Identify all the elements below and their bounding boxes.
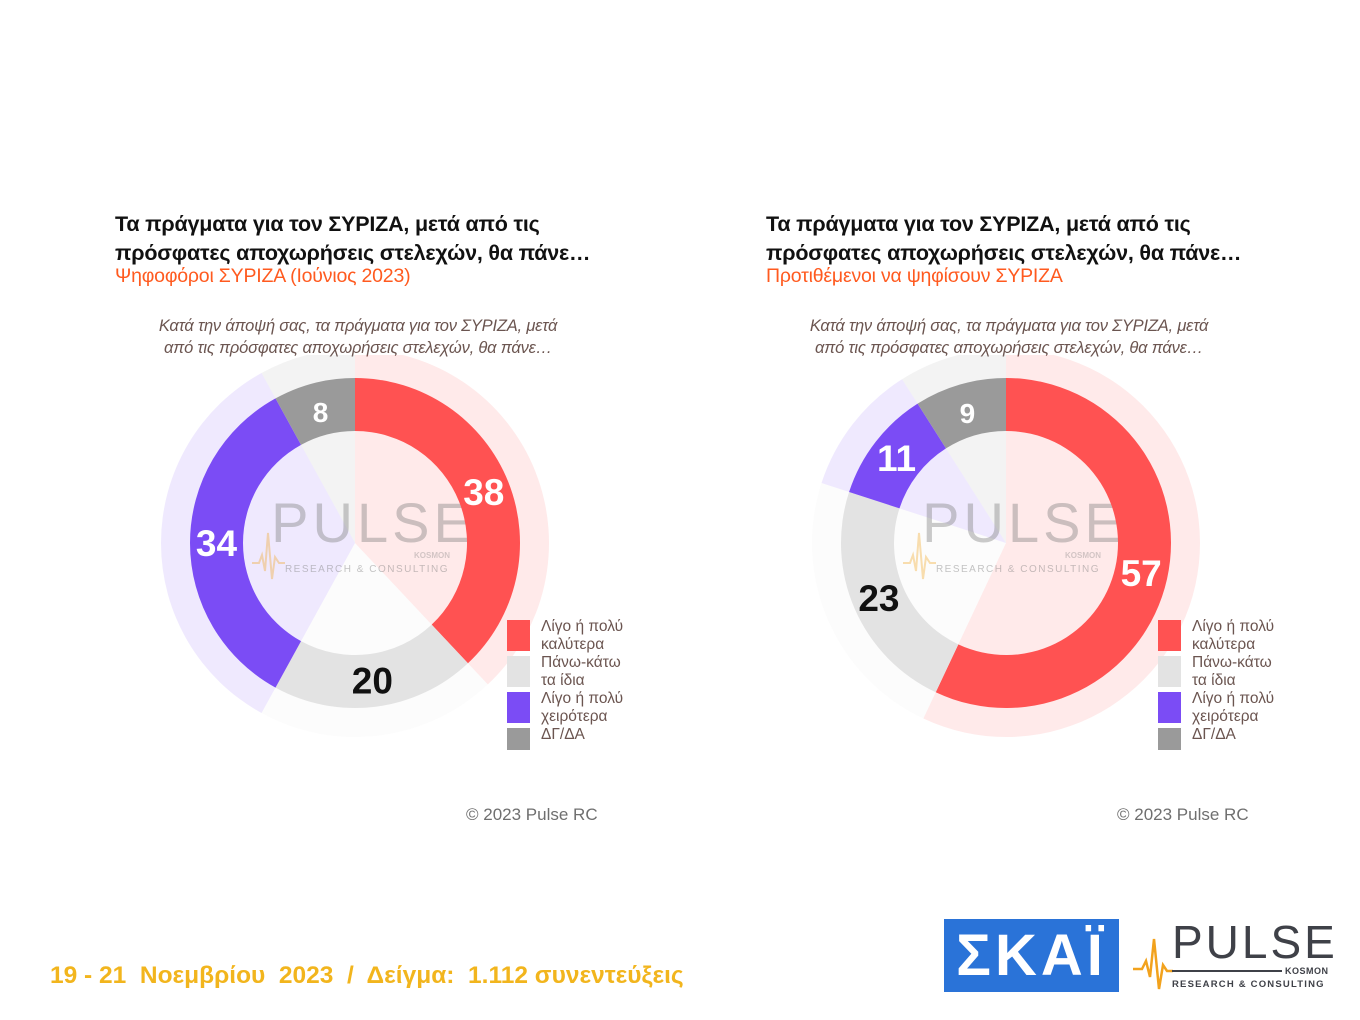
legend-item-same: Πάνω-κάτω τα ίδια <box>1157 654 1297 690</box>
survey-question-line2: από τις πρόσφατες αποχωρήσεις στελεχών, … <box>815 339 1203 357</box>
donut-halo-worse <box>161 372 355 714</box>
chart-subtitle: Προτιθέμενοι να ψηφίσουν ΣΥΡΙΖΑ <box>766 265 1063 287</box>
legend-item-dk-na: ΔΓ/ΔΑ <box>1157 726 1297 750</box>
legend-label: ΔΓ/ΔΑ <box>541 726 585 743</box>
legend-label: ΔΓ/ΔΑ <box>1192 726 1236 743</box>
donut-segment-better <box>355 378 520 664</box>
skai-logo-text: ΣΚΑΪ <box>956 922 1107 988</box>
chart-panel-left: Τα πράγματα για τον ΣΥΡΙΖΑ, μετά από τις… <box>113 205 713 845</box>
legend-item-better: Λίγο ή πολύ καλύτερα <box>1157 618 1297 654</box>
legend-swatch <box>1158 692 1181 723</box>
pulse-logo: PULSE KOSMON RESEARCH & CONSULTING <box>1132 919 1337 994</box>
donut-segment-worse <box>849 403 946 509</box>
chart-subtitle: Ψηφοφόροι ΣΥΡΙΖΑ (Ιούνιος 2023) <box>115 265 411 287</box>
survey-question: Κατά την άποψή σας, τα πράγματα για τον … <box>113 315 603 359</box>
donut-value-label-dk-na: 9 <box>960 398 976 429</box>
chart-panel-right: Τα πράγματα για τον ΣΥΡΙΖΑ, μετά από τις… <box>764 205 1360 845</box>
pulse-logo-text: PULSE <box>1172 916 1338 968</box>
legend-label: Λίγο ή πολύ χειρότερα <box>1192 690 1275 725</box>
donut-segment-better <box>935 378 1171 708</box>
chart-title-line2: πρόσφατες αποχωρήσεις στελεχών, θα πάνε… <box>115 241 591 265</box>
legend-item-same: Πάνω-κάτω τα ίδια <box>506 654 646 690</box>
survey-question-line1: Κατά την άποψή σας, τα πράγματα για τον … <box>158 317 558 335</box>
pulse-heartbeat-icon <box>1133 938 1173 990</box>
copyright-notice: © 2023 Pulse RC <box>466 805 598 824</box>
legend-label: Λίγο ή πολύ χειρότερα <box>541 690 624 725</box>
survey-dates-sample: 19 - 21 Νοεμβρίου 2023 / Δείγμα: 1.112 σ… <box>50 962 684 989</box>
donut-segment-dk-na <box>275 378 355 445</box>
legend-swatch <box>1158 728 1181 750</box>
donut-value-label-same: 23 <box>858 578 899 619</box>
legend-swatch <box>507 728 530 750</box>
chart-title-line1: Τα πράγματα για τον ΣΥΡΙΖΑ, μετά από τις <box>766 212 1191 236</box>
chart-legend: Λίγο ή πολύ καλύτερα Πάνω-κάτω τα ίδια Λίγ… <box>1157 618 1297 750</box>
chart-legend: Λίγο ή πολύ καλύτερα Πάνω-κάτω τα ίδια Λίγ… <box>506 618 646 750</box>
donut-value-label-dk-na: 8 <box>313 397 329 428</box>
watermark-heartbeat-icon <box>903 532 936 580</box>
legend-swatch <box>507 620 530 651</box>
legend-label: Πάνω-κάτω τα ίδια <box>1192 654 1272 689</box>
legend-swatch <box>507 656 530 687</box>
donut-value-label-worse: 11 <box>877 438 916 479</box>
legend-item-worse: Λίγο ή πολύ χειρότερα <box>1157 690 1297 726</box>
legend-swatch <box>507 692 530 723</box>
donut-value-label-better: 57 <box>1121 553 1162 594</box>
watermark-tagline: RESEARCH & CONSULTING <box>285 564 449 575</box>
legend-label: Λίγο ή πολύ καλύτερα <box>541 618 624 653</box>
watermark-heartbeat-icon <box>252 532 285 580</box>
pulse-logo-rule <box>1172 970 1282 972</box>
copyright-notice: © 2023 Pulse RC <box>1117 805 1249 824</box>
chart-title-line2: πρόσφατες αποχωρήσεις στελεχών, θα πάνε… <box>766 241 1242 265</box>
survey-question-line2: από τις πρόσφατες αποχωρήσεις στελεχών, … <box>164 339 552 357</box>
legend-item-worse: Λίγο ή πολύ χειρότερα <box>506 690 646 726</box>
pulse-logo-tagline: RESEARCH & CONSULTING <box>1172 979 1325 990</box>
legend-item-dk-na: ΔΓ/ΔΑ <box>506 726 646 750</box>
pulse-logo-brand: KOSMON <box>1285 966 1329 976</box>
donut-segment-same <box>275 624 468 708</box>
donut-segment-dk-na <box>917 378 1006 449</box>
watermark-text: PULSE <box>271 491 475 554</box>
donut-value-label-better: 38 <box>463 472 504 513</box>
survey-question-line1: Κατά την άποψή σας, τα πράγματα για τον … <box>809 317 1209 335</box>
skai-logo: ΣΚΑΪ <box>944 919 1119 992</box>
watermark-brand: KOSMON <box>1065 551 1101 560</box>
legend-item-better: Λίγο ή πολύ καλύτερα <box>506 618 646 654</box>
chart-title-line1: Τα πράγματα για τον ΣΥΡΙΖΑ, μετά από τις <box>115 212 540 236</box>
legend-label: Λίγο ή πολύ καλύτερα <box>1192 618 1275 653</box>
chart-title: Τα πράγματα για τον ΣΥΡΙΖΑ, μετά από τις… <box>766 210 1326 268</box>
watermark-brand: KOSMON <box>414 551 450 560</box>
donut-value-label-worse: 34 <box>196 523 238 564</box>
chart-title: Τα πράγματα για τον ΣΥΡΙΖΑ, μετά από τις… <box>115 210 675 268</box>
watermark-tagline: RESEARCH & CONSULTING <box>936 564 1100 575</box>
donut-segment-worse <box>190 398 302 688</box>
legend-swatch <box>1158 656 1181 687</box>
survey-question: Κατά την άποψή σας, τα πράγματα για τον … <box>764 315 1254 359</box>
legend-swatch <box>1158 620 1181 651</box>
legend-label: Πάνω-κάτω τα ίδια <box>541 654 621 689</box>
watermark-text: PULSE <box>922 491 1126 554</box>
donut-segment-same <box>841 492 959 693</box>
donut-value-label-same: 20 <box>352 660 393 701</box>
